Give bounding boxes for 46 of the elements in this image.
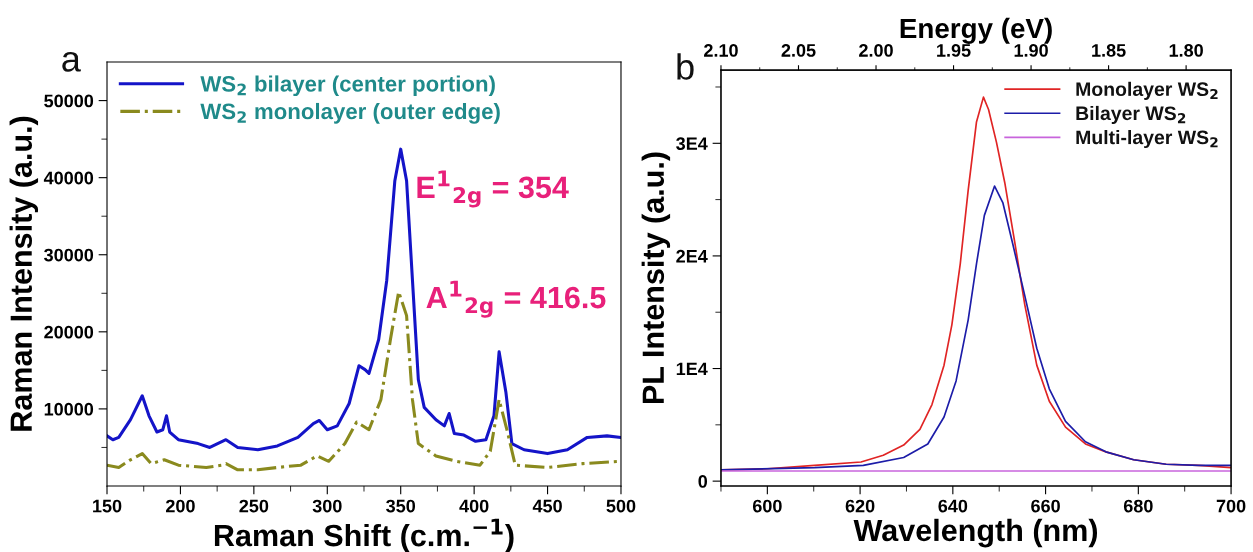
legend-label: WS$_{2}$ monolayer (outer edge) [200,102,500,124]
x-tick-label: 250 [239,499,269,513]
y-tick-label: 30000 [44,248,94,262]
x-tick-label: 350 [386,499,416,513]
legend-label: Multi-layer WS$_{2}$ [1076,129,1218,149]
x2-tick-label: 2.00 [859,44,893,57]
x-tick-label: 660 [1031,499,1060,513]
annotation: A$^{1}$$_{2g}$ = 416.5 [426,280,606,318]
x-tick-label: 450 [532,499,562,513]
annotation: E$^{1}$$_{2g}$ = 354 [417,170,569,208]
text: b [677,53,694,80]
y-axis-title: Raman Intensity (a.u.) [9,116,39,431]
x2-tick-label: 2.10 [704,44,738,57]
x2-tick-label: 1.80 [1169,44,1203,57]
x-tick-label: 400 [459,499,489,513]
x-tick-label: 300 [312,499,342,513]
text: a [62,51,81,72]
legend-label: WS$_{2}$ bilayer (center portion) [200,75,495,97]
x-tick-label: 640 [938,499,968,513]
x-tick-label: 200 [166,499,195,513]
x-tick-label: 150 [93,499,122,513]
y-tick-label: 1E4 [676,362,708,376]
y-tick-label: 40000 [43,171,94,185]
x-tick-label: 680 [1123,499,1153,513]
x-tick-label: 500 [606,499,636,513]
y-tick-label: 10000 [44,402,94,416]
x2-axis-title: Energy (eV) [900,17,1052,44]
legend-label: Monolayer WS$_{2}$ [1076,81,1218,100]
y-tick-label: 20000 [44,325,94,339]
x2-tick-label: 2.05 [781,44,816,57]
y-tick-label: 0 [698,475,708,488]
x-tick-label: 600 [752,499,782,513]
x-tick-label: 620 [845,499,875,513]
x-axis-title: Raman Shift (c.m.$^{−1}$) [214,518,514,552]
line-series [107,147,621,456]
x-axis-title: Wavelength (nm) [853,518,1098,548]
x2-tick-label: 1.95 [937,44,971,57]
x2-tick-label: 1.90 [1014,44,1048,57]
x2-tick-label: 1.85 [1092,44,1126,57]
x-tick-label: 700 [1216,499,1246,513]
y-tick-label: 2E4 [676,249,708,263]
y-axis-title: PL Intensity (a.u.) [641,152,671,404]
y-tick-label: 50000 [44,94,94,108]
line-series [720,185,1232,471]
y-tick-label: 3E4 [676,137,708,151]
legend-label: Bilayer WS$_{2}$ [1076,105,1186,125]
